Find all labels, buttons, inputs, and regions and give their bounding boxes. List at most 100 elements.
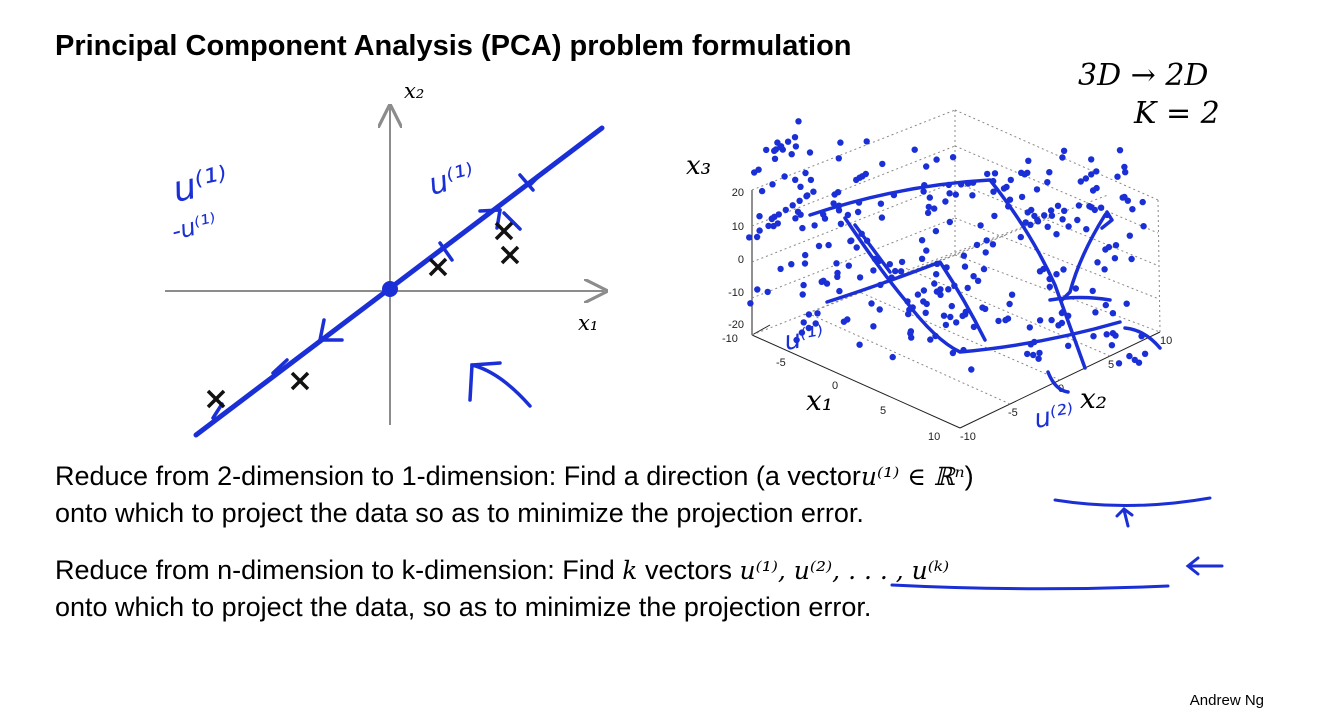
plot3d-scatter-dot (982, 249, 989, 256)
plot3d-scatter-dot (889, 353, 896, 361)
plot3d-scatter-dot (1092, 309, 1099, 316)
plot2d-y-label: x₂ (404, 79, 424, 103)
plot3d-scatter-dot (1059, 154, 1066, 161)
plot3d-scatter-dot (995, 317, 1002, 325)
plot3d-scatter-dot (781, 173, 788, 180)
plot3d-scatter-dot (1088, 156, 1095, 163)
plot3d-scatter-dot (1030, 351, 1037, 359)
plot3d-scatter-dot (1031, 212, 1038, 220)
plot2d-cross-point (494, 221, 514, 241)
plot3d-scatter-dot (1036, 349, 1043, 357)
plot3d-scatter-dot (1090, 333, 1097, 340)
plot3d-scatter-dot (1140, 223, 1147, 230)
plot2d-ink-arrows (211, 170, 545, 420)
plot3d-scatter-dot (1053, 231, 1060, 238)
svg-text:0: 0 (738, 254, 744, 266)
plot3d-scatter-dot (892, 267, 899, 275)
plot3d-scatter-dot (805, 324, 812, 332)
plot3d-scatter-dot (1114, 173, 1121, 180)
plot3d-scatter-dot (768, 215, 775, 222)
plot3d-scatter-dot (1108, 342, 1116, 349)
plot3d-scatter-dot (853, 244, 860, 251)
plot3d-scatter-dot (777, 143, 784, 151)
svg-text:5: 5 (1108, 359, 1114, 371)
plot3d-scatter-dot (1141, 350, 1149, 357)
plot3d-scatter-dot (920, 287, 928, 294)
plot3d-scatter-dot (1103, 331, 1110, 338)
plot3d-scatter-dot (1088, 171, 1095, 178)
plot2d-axes (165, 108, 604, 425)
plot3d-x-label: x₁ (806, 384, 833, 417)
plot2d-cross-point (206, 389, 226, 409)
plot3d-scatter-dot (825, 241, 832, 249)
plot3d-scatter-dot (923, 300, 930, 308)
plot3d-scatter-dot (984, 170, 991, 178)
plot3d-scatter-dot (990, 188, 997, 195)
plot3d-scatter-dot (763, 146, 770, 154)
plot3d-scatter-dot (879, 160, 886, 168)
plot3d-scatter-dot (775, 211, 782, 218)
plot2d-cross-point (290, 371, 310, 391)
plot3d-scatter-dot (959, 312, 966, 320)
plot3d-ink-plane (808, 178, 1162, 394)
plot3d-scatter-dot (805, 311, 813, 318)
plot3d-scatter-dot (1065, 223, 1072, 230)
plot3d-scatter-dot (800, 319, 807, 326)
svg-text:-10: -10 (960, 431, 976, 443)
plot3d-scatter-dot (801, 260, 809, 267)
u1-handwritten-right: u⁽¹⁾ (425, 157, 478, 203)
plot3d-scatter-dot (878, 214, 886, 221)
author-label: Andrew Ng (1189, 692, 1264, 709)
plot3d-scatter-dot (815, 242, 823, 250)
plot3d-scatter-dot (1131, 356, 1139, 364)
plot3d-scatter-dot (1101, 266, 1108, 273)
plot3d-x-ticks: -10 -5 0 5 10 (722, 333, 940, 443)
dimension-reduction-label: 3D → 2D (1078, 58, 1209, 93)
plot3d-scatter-dot (797, 183, 804, 190)
plot3d-scatter-dot (1105, 243, 1113, 251)
plot3d-scatter-dot (837, 220, 845, 227)
plot3d-scatter-dot (1021, 171, 1028, 178)
plot3d-scatter-dot (1074, 216, 1081, 224)
plot3d-scatter-dot (877, 200, 885, 207)
plot3d-scatter-dot (931, 205, 938, 212)
plot3d-scatter-dot (834, 273, 841, 280)
plot3d-scatter-dot (952, 191, 959, 198)
plot3d-scatter-dot (923, 247, 930, 254)
plot3d-scatter-dot (792, 215, 799, 222)
plot3d-scatter-dot (1017, 233, 1024, 241)
svg-text:10: 10 (732, 221, 744, 233)
plot3d-scatter-dot (1088, 204, 1095, 211)
plot3d-scatter-dot (1044, 223, 1051, 230)
svg-text:-10: -10 (722, 333, 738, 345)
plot3d-scatter-dot (949, 154, 957, 161)
plot3d-scatter-points (746, 118, 1149, 373)
plot3d-scatter-dot (1112, 332, 1119, 339)
plot3d-scatter-dot (854, 208, 862, 216)
plot3d-scatter-dot (983, 237, 990, 244)
plot3d-scatter-dot (806, 149, 814, 156)
plot3d-scatter-dot (970, 273, 977, 280)
plot3d-scatter-dot (1072, 285, 1080, 292)
plot3d-scatter-dot (771, 155, 779, 162)
plot3d-scatter-dot (820, 277, 827, 284)
plot3d-scatter-dot (961, 263, 969, 270)
plot3d-scatter-dot (1077, 178, 1085, 185)
plot3d-scatter-dot (1093, 184, 1100, 192)
u1-in-rn-math: u⁽¹⁾ ∈ ℝⁿ (860, 462, 965, 491)
plot3d-scatter-dot (848, 237, 855, 244)
plot3d-scatter-dot (1058, 319, 1066, 327)
p2-line2: onto which to project the data, so as to… (55, 592, 872, 622)
plot3d-scatter-dot (953, 319, 960, 326)
plot2d-origin-dot (382, 281, 398, 297)
plot3d-scatter-dot (1097, 204, 1105, 211)
plot3d-scatter-dot (796, 197, 803, 204)
plot3d-scatter-dot (868, 300, 875, 307)
plot3d-scatter-dot (1059, 216, 1066, 223)
plot3d-scatter-dot (886, 261, 893, 268)
u-vectors-math: u⁽¹⁾, u⁽²⁾, . . . , u⁽ᵏ⁾ (739, 556, 950, 585)
plot3d-scatter-dot (758, 187, 766, 195)
plot3d-scatter-dot (791, 134, 799, 141)
plot3d-scatter-dot (1046, 169, 1053, 176)
plot3d-scatter-dot (746, 234, 753, 241)
